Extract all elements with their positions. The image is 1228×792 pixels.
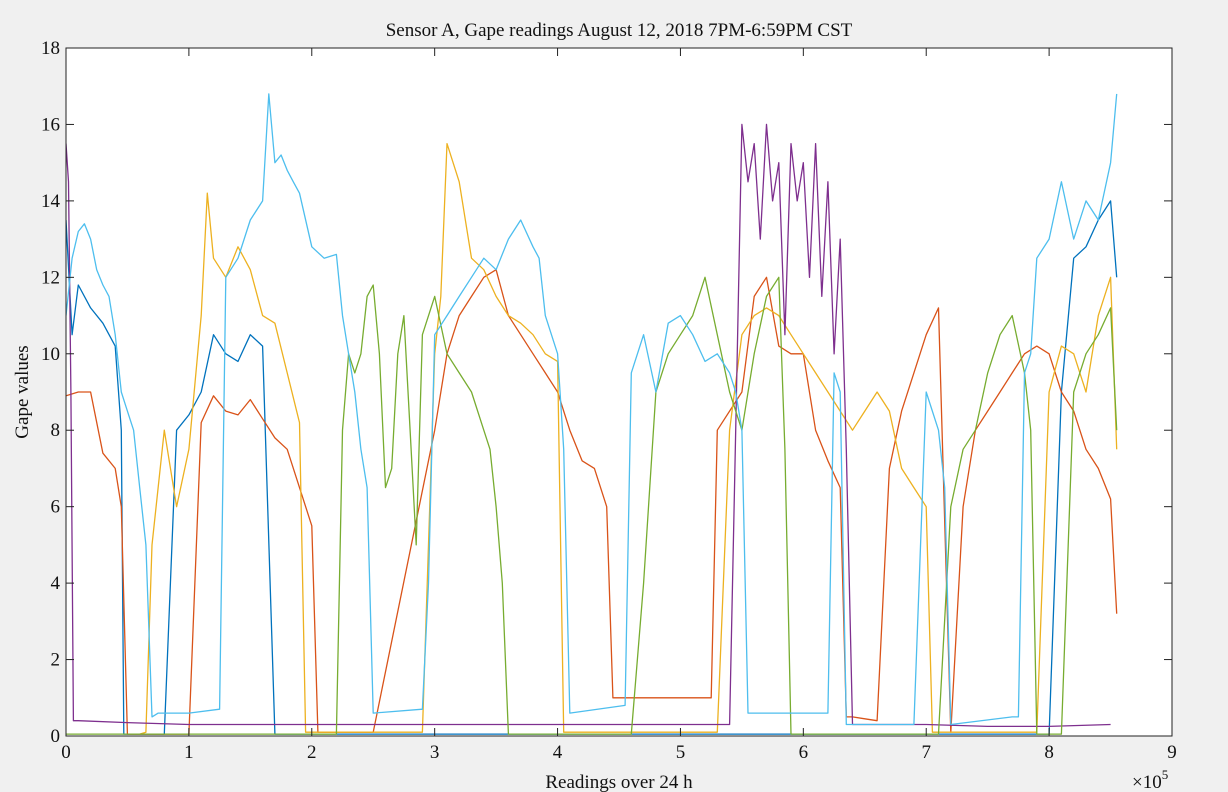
x-tick-label: 1 [184, 742, 194, 763]
x-tick-label: 9 [1167, 742, 1177, 763]
x-tick-label: 5 [676, 742, 686, 763]
series-line-4 [66, 123, 1111, 728]
chart-title: Sensor A, Gape readings August 12, 2018 … [386, 20, 853, 41]
series-line-3 [139, 142, 1118, 735]
x-tick-label: 6 [799, 742, 809, 763]
series-layer [66, 93, 1118, 735]
series-line-2 [66, 269, 1118, 735]
x-exponent-base: ×10 [1132, 772, 1162, 792]
series-line-6 [66, 93, 1118, 726]
series-line-5 [66, 276, 1118, 735]
x-axis-label: Readings over 24 h [545, 772, 693, 792]
y-tick-label: 16 [41, 114, 60, 135]
y-tick-label: 0 [51, 726, 61, 747]
y-tick-label: 12 [41, 267, 60, 288]
y-tick-label: 8 [51, 420, 61, 441]
y-tick-label: 2 [51, 650, 61, 671]
x-tick-label: 3 [430, 742, 440, 763]
plot-area [66, 48, 1172, 736]
x-tick-label: 4 [553, 742, 563, 763]
x-tick-label: 0 [61, 742, 71, 763]
y-tick-label: 10 [41, 344, 60, 365]
x-tick-label: 7 [921, 742, 931, 763]
y-tick-label: 6 [51, 497, 61, 518]
x-exponent-power: 5 [1162, 767, 1169, 782]
plot-frame [65, 47, 1173, 737]
y-tick-label: 18 [41, 38, 60, 59]
x-exponent-label: ×105 [1132, 767, 1168, 792]
y-tick-label: 14 [41, 191, 61, 212]
x-tick-label: 8 [1044, 742, 1054, 763]
y-tick-label: 4 [51, 573, 61, 594]
y-axis-label: Gape values [12, 345, 33, 438]
x-tick-label: 2 [307, 742, 317, 763]
